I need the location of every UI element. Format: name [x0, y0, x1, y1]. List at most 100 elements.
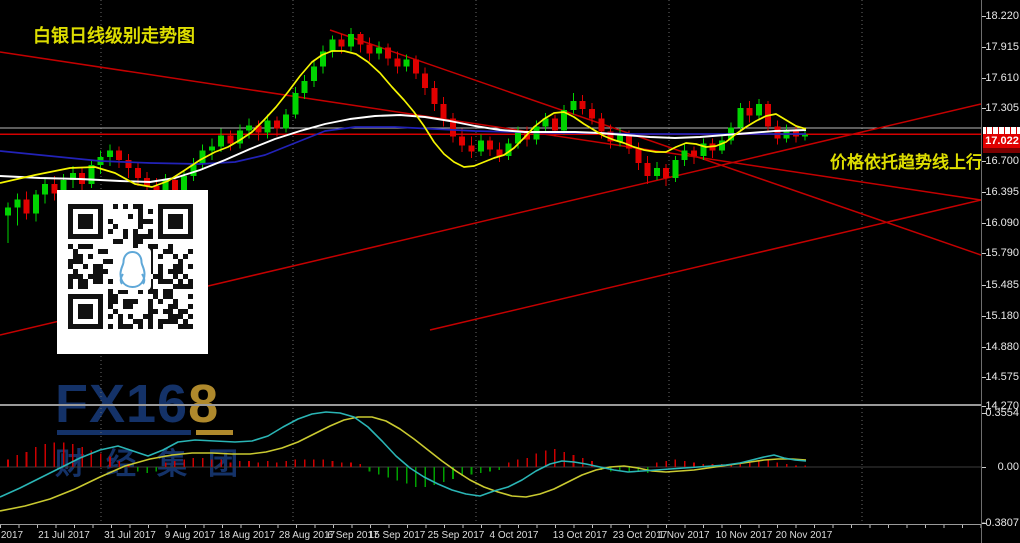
candle-up: [42, 183, 49, 195]
candle-down: [227, 135, 234, 144]
candle-up: [570, 100, 577, 110]
date-tick-label: 2017: [0, 530, 24, 541]
date-tick-label: 13 Oct 2017: [552, 530, 608, 541]
candle-up: [181, 175, 188, 190]
price-axis[interactable]: 17.022 18.220 17.915 17.610 17.305 16.700 16.…: [981, 0, 1020, 543]
candle-down: [116, 150, 123, 161]
candle-down: [644, 163, 651, 176]
candle-down: [338, 39, 345, 47]
price-tick-label: 18.220: [985, 10, 1019, 22]
chart-canvas[interactable]: [0, 0, 981, 525]
candle-down: [440, 103, 447, 119]
date-tick-label: 10 Nov 2017: [715, 530, 773, 541]
price-tick-label: 14.270: [985, 400, 1019, 412]
candle-up: [477, 140, 484, 152]
axis-tick: [982, 108, 986, 109]
candle-down: [422, 73, 429, 89]
candle-up: [310, 66, 317, 82]
axis-tick: [982, 523, 986, 524]
candle-down: [459, 136, 466, 146]
candle-up: [672, 160, 679, 178]
candle-up: [561, 109, 568, 131]
axis-tick: [982, 223, 986, 224]
candle-up: [199, 150, 206, 165]
qq-qr-code: [57, 190, 208, 354]
axis-tick: [982, 16, 986, 17]
candle-up: [190, 164, 197, 176]
candle-down: [690, 150, 697, 157]
candle-down: [468, 145, 475, 152]
candle-down: [357, 33, 364, 45]
candle-down: [487, 140, 494, 150]
candle-up: [542, 118, 549, 127]
date-tick-label: 28 Aug 2017: [278, 530, 336, 541]
candle-up: [347, 33, 354, 47]
axis-tick: [982, 78, 986, 79]
candle-up: [505, 143, 512, 157]
candle-up: [737, 107, 744, 128]
candle-down: [412, 59, 419, 74]
candle-down: [598, 118, 605, 132]
candle-down: [496, 149, 503, 157]
axis-tick: [982, 285, 986, 286]
date-tick-label: 23 Oct 2017: [612, 530, 668, 541]
candle-up: [264, 120, 271, 133]
candle-down: [23, 199, 30, 214]
candle-up: [88, 165, 95, 184]
candle-up: [106, 150, 113, 158]
price-tick-label: 16.090: [985, 217, 1019, 229]
candle-down: [746, 107, 753, 116]
date-tick-label: 15 Sep 2017: [368, 530, 426, 541]
axis-tick: [982, 347, 986, 348]
price-tick-label: 14.575: [985, 371, 1019, 383]
date-tick-label: 4 Oct 2017: [489, 530, 539, 541]
trendline[interactable]: [0, 51, 981, 201]
price-tick-label: 16.395: [985, 186, 1019, 198]
trendline-annotation: 价格依托趋势线上行: [830, 153, 983, 172]
candle-up: [236, 130, 243, 144]
qr-pattern: [68, 204, 193, 329]
candle-up: [32, 194, 39, 214]
candle-down: [171, 179, 178, 190]
moving-average-line: [0, 50, 807, 188]
axis-tick: [982, 406, 986, 407]
candle-down: [273, 120, 280, 129]
trendline[interactable]: [429, 199, 981, 331]
candle-up: [246, 125, 253, 131]
candle-down: [551, 118, 558, 131]
candle-up: [329, 39, 336, 52]
axis-tick: [982, 316, 986, 317]
price-tick-label: 17.305: [985, 102, 1019, 114]
candle-up: [718, 140, 725, 151]
oscillator-slow-line: [0, 416, 807, 512]
axis-tick: [982, 47, 986, 48]
price-tick-label: 17.610: [985, 72, 1019, 84]
candle-down: [449, 118, 456, 137]
price-tick-label: 15.485: [985, 279, 1019, 291]
candle-down: [134, 168, 141, 178]
oscillator-tick-label: 0.00: [997, 461, 1019, 473]
axis-tick: [982, 377, 986, 378]
candle-up: [681, 150, 688, 161]
candle-up: [802, 134, 809, 137]
date-tick-marks: [0, 525, 981, 528]
candle-up: [60, 179, 67, 194]
oscillator-tick-label: 0.3554: [985, 407, 1019, 419]
candle-up: [69, 172, 76, 180]
price-tick-label: 17.915: [985, 41, 1019, 53]
trendline[interactable]: [329, 29, 981, 256]
date-axis[interactable]: 2017 21 Jul 2017 31 Jul 2017 9 Aug 2017 18 A…: [0, 524, 981, 543]
candle-down: [366, 44, 373, 54]
candle-up: [162, 179, 169, 192]
candle-down: [626, 135, 633, 149]
axis-tick: [982, 467, 986, 468]
axis-tick: [982, 192, 986, 193]
price-tick-label: 15.790: [985, 247, 1019, 259]
candle-down: [394, 58, 401, 67]
candle-down: [663, 168, 670, 178]
current-price-label: 17.022: [983, 127, 1020, 153]
axis-tick: [982, 161, 986, 162]
candle-up: [616, 135, 623, 142]
candle-up: [301, 81, 308, 94]
